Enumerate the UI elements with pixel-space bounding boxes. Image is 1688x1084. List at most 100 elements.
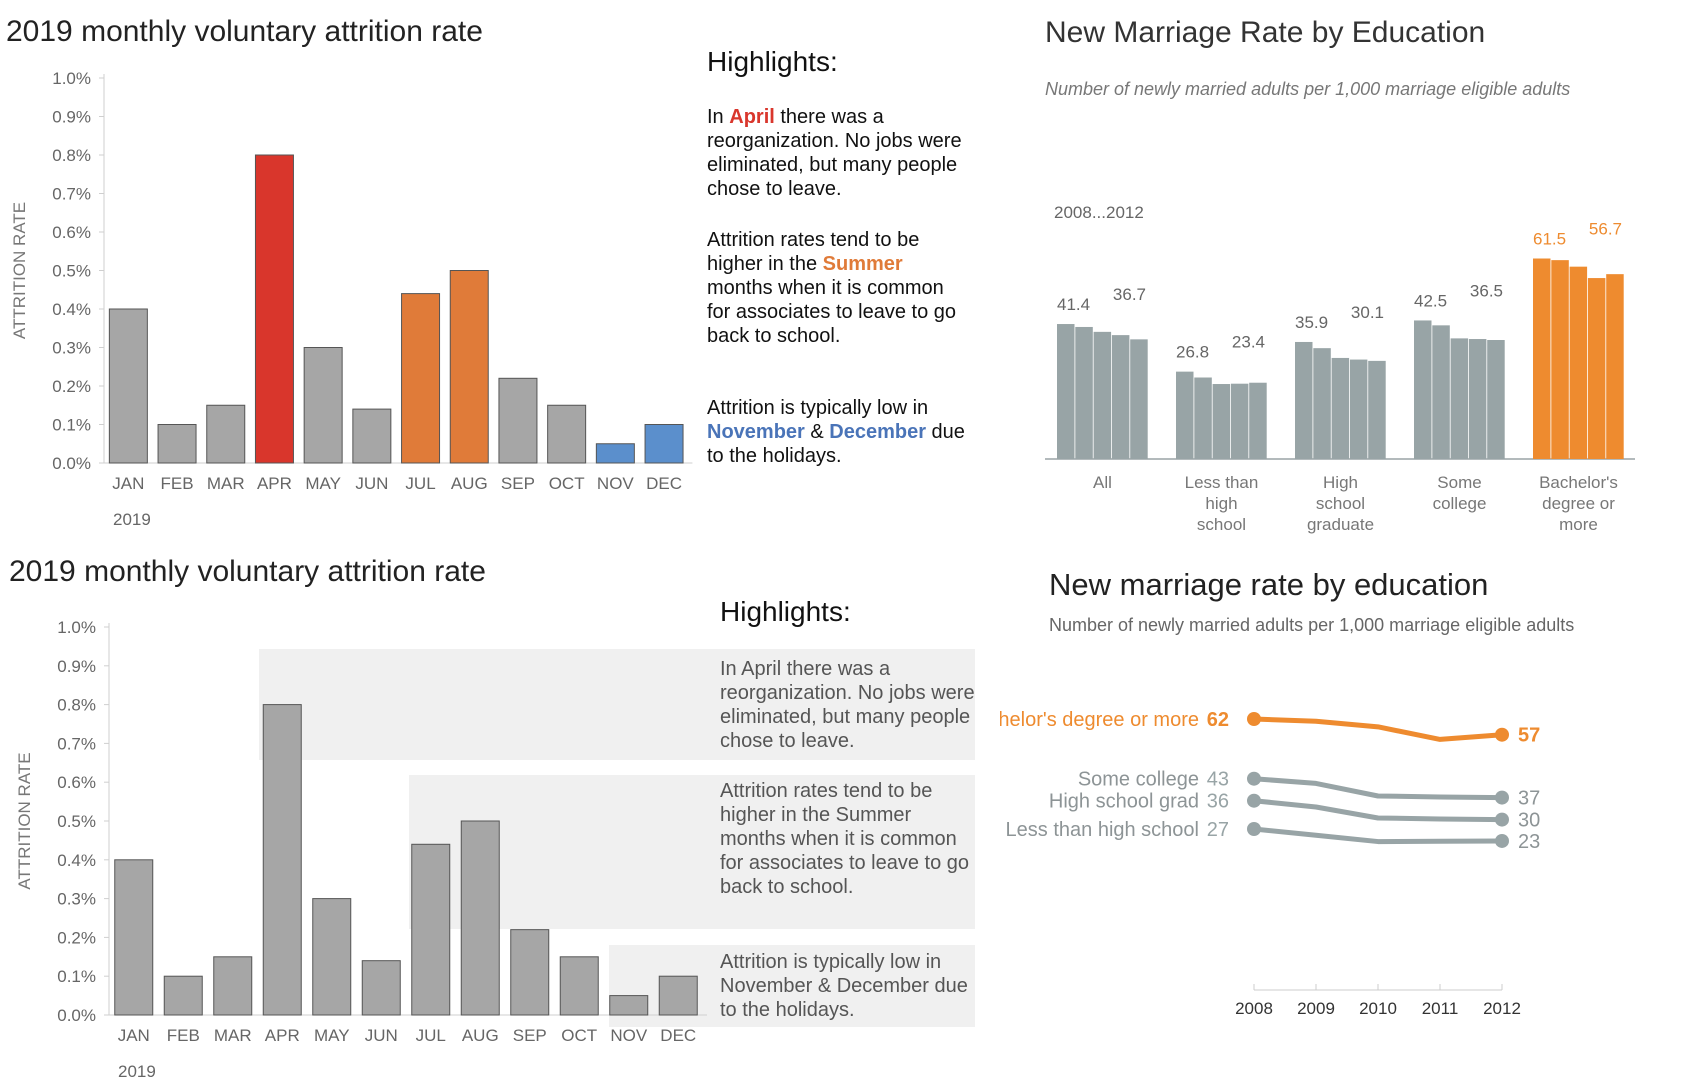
highlight-summer: Attrition rates tend to be higher in the… bbox=[720, 780, 970, 898]
bar-3-1 bbox=[1432, 325, 1450, 459]
start-value-label: 36 bbox=[1207, 791, 1229, 813]
series-line-2 bbox=[1251, 798, 1505, 823]
x-tick-label: MAR bbox=[207, 474, 245, 493]
category-label: Some college bbox=[1433, 473, 1487, 513]
x-tick-label: FEB bbox=[167, 1026, 200, 1045]
bar-jan bbox=[108, 308, 148, 464]
end-point bbox=[1495, 833, 1509, 848]
data-label-last: 36.5 bbox=[1470, 281, 1503, 300]
x-tick-label: JUN bbox=[365, 1026, 398, 1045]
bar-dec bbox=[658, 975, 698, 1016]
y-tick-label: 0.6% bbox=[52, 223, 91, 242]
y-tick-label: 0.7% bbox=[52, 185, 91, 204]
highlight-em-summer: Summer bbox=[822, 253, 903, 275]
bar-sep bbox=[498, 377, 538, 464]
highlight-april: In April there was a reorganization. No … bbox=[707, 105, 967, 201]
x-tick-label: JUN bbox=[355, 474, 388, 493]
category-label-line: school bbox=[1316, 494, 1365, 513]
x-tick-label: NOV bbox=[610, 1026, 648, 1045]
highlight-holidays: Attrition is typically low in November &… bbox=[720, 951, 968, 1021]
bar-aug bbox=[460, 820, 500, 1016]
y-tick-label: 1.0% bbox=[57, 618, 96, 637]
range-note: 2008...2012 bbox=[1054, 203, 1144, 222]
bar-1-2 bbox=[1212, 384, 1231, 459]
chart-title: New marriage rate by education bbox=[1049, 567, 1488, 602]
data-label-last: 56.7 bbox=[1589, 220, 1622, 239]
category-label-line: High bbox=[1323, 473, 1358, 492]
data-label-first: 35.9 bbox=[1295, 313, 1328, 332]
x-tick-label: 2009 bbox=[1297, 999, 1335, 1018]
highlights-panel: Highlights: In April there was a reorgan… bbox=[720, 594, 980, 1034]
data-label-first: 41.4 bbox=[1057, 295, 1090, 314]
bar-nov bbox=[609, 995, 649, 1016]
end-value-label: 30 bbox=[1518, 810, 1540, 832]
series-name-label: Less than high school bbox=[1006, 819, 1199, 841]
y-tick-label: 0.8% bbox=[52, 146, 91, 165]
bar-jul bbox=[411, 843, 451, 1016]
bar-3-2 bbox=[1450, 338, 1469, 459]
marriage-line-chart: New marriage rate by education Number of… bbox=[1000, 567, 1574, 1018]
bar-2-1 bbox=[1313, 348, 1331, 459]
y-tick-label: 0.5% bbox=[57, 812, 96, 831]
x-tick-label: 2011 bbox=[1422, 999, 1459, 1018]
highlights-panel: Highlights: In April there was a reorgan… bbox=[707, 46, 1007, 486]
bar-3-3 bbox=[1468, 339, 1487, 459]
bar-oct bbox=[559, 956, 599, 1016]
start-value-label: 27 bbox=[1207, 819, 1229, 841]
bar-0-4 bbox=[1130, 339, 1148, 459]
highlight-text: & bbox=[804, 421, 830, 443]
category-label-line: Some bbox=[1437, 473, 1481, 492]
bar-4-0 bbox=[1533, 258, 1551, 459]
bar-4-2 bbox=[1569, 266, 1588, 459]
bar-1-0 bbox=[1176, 371, 1194, 459]
y-tick-label: 0.4% bbox=[52, 300, 91, 319]
start-point bbox=[1247, 712, 1261, 726]
x-tick-label: OCT bbox=[549, 474, 585, 493]
series-name-label: High school grad bbox=[1049, 791, 1199, 813]
bar-mar bbox=[206, 404, 246, 464]
bar-may bbox=[303, 347, 343, 464]
chart-title: 2019 monthly voluntary attrition rate bbox=[9, 555, 486, 588]
x-tick-label: DEC bbox=[660, 1026, 696, 1045]
bar-may bbox=[312, 898, 352, 1016]
bar-feb bbox=[157, 424, 197, 464]
category-label: Bachelor's degree or more bbox=[1539, 473, 1618, 534]
y-tick-label: 0.1% bbox=[52, 416, 91, 435]
chart-subtitle: Number of newly married adults per 1,000… bbox=[1049, 615, 1574, 635]
highlight-text: due to the holidays. bbox=[707, 421, 965, 467]
end-value-label: 57 bbox=[1518, 725, 1540, 747]
end-point bbox=[1495, 790, 1509, 805]
bar-aug bbox=[449, 270, 489, 464]
bar-2-2 bbox=[1331, 357, 1350, 459]
end-value-label: 37 bbox=[1518, 788, 1540, 810]
x-axis-label: 2019 bbox=[113, 510, 151, 529]
y-tick-label: 0.7% bbox=[57, 734, 96, 753]
end-point bbox=[1495, 727, 1509, 742]
start-point bbox=[1247, 771, 1261, 786]
data-label-last: 23.4 bbox=[1232, 333, 1265, 352]
x-tick-label: MAY bbox=[305, 474, 341, 493]
x-tick-label: SEP bbox=[513, 1026, 547, 1045]
x-tick-label: 2008 bbox=[1235, 999, 1273, 1018]
x-tick-label: JUL bbox=[416, 1026, 446, 1045]
y-tick-label: 0.0% bbox=[57, 1006, 96, 1025]
data-label-first: 61.5 bbox=[1533, 230, 1566, 249]
bar-0-0 bbox=[1057, 324, 1075, 459]
series-line-0 bbox=[1251, 716, 1505, 742]
highlight-text: In bbox=[707, 106, 730, 128]
bar-3-0 bbox=[1414, 320, 1432, 459]
category-label-line: All bbox=[1093, 473, 1112, 492]
highlight-text: Attrition is typically low in bbox=[707, 397, 929, 419]
start-point bbox=[1247, 822, 1261, 836]
x-tick-label: JAN bbox=[118, 1026, 150, 1045]
start-value-label: 62 bbox=[1207, 709, 1229, 731]
bar-1-1 bbox=[1194, 377, 1212, 459]
bar-2-4 bbox=[1368, 360, 1386, 459]
y-axis-label: ATTRITION RATE bbox=[15, 752, 34, 889]
highlight-holidays: Attrition is typically low in November &… bbox=[707, 396, 967, 468]
bar-apr bbox=[262, 704, 302, 1016]
x-tick-label: DEC bbox=[646, 474, 682, 493]
bar-oct bbox=[547, 404, 587, 464]
category-label-line: degree or bbox=[1542, 494, 1615, 513]
bar-jun bbox=[361, 960, 401, 1016]
